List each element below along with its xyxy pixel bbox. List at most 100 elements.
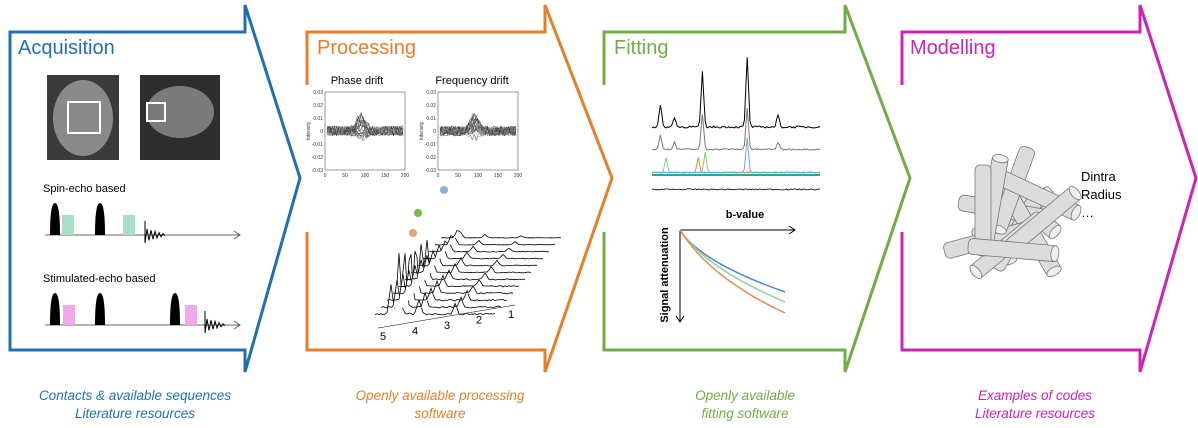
peak-marker	[440, 186, 448, 194]
tick-label: 0.01	[313, 116, 323, 122]
drift-trace	[439, 125, 517, 137]
decay-curve	[679, 229, 786, 314]
tick-label: 0.01	[426, 116, 436, 122]
cylinder-end	[1070, 204, 1082, 221]
rf-pulse	[170, 293, 180, 325]
spectrum-trace	[651, 152, 821, 174]
drift-plots: 0.030.020.010-0.01-0.02-0.030 50 100 150 200…	[306, 90, 522, 179]
time-axis	[45, 230, 241, 240]
tick-label: -0.02	[425, 155, 437, 161]
caption: Openly available	[695, 388, 795, 403]
spectrum-trace	[651, 188, 821, 191]
cylinder-end	[991, 154, 1009, 164]
panel-title: Modelling	[910, 37, 996, 59]
processing-arrow	[305, 4, 614, 373]
plot-frame	[324, 91, 406, 171]
tick-label: -0.03	[312, 168, 324, 174]
drift-trace	[326, 119, 404, 136]
axis-label: Intensity	[306, 121, 312, 140]
cylinder	[967, 238, 1060, 263]
tick-label: 100	[474, 173, 483, 179]
brain	[53, 80, 113, 156]
spectrum	[374, 253, 496, 316]
echo	[204, 311, 226, 334]
sequence-label: Spin-echo based	[43, 183, 126, 195]
tick-label: 0.02	[313, 103, 323, 109]
parameter: Dintra	[1081, 169, 1116, 184]
tick-label: 50	[342, 173, 348, 179]
caption: Literature resources	[975, 406, 1095, 421]
brain	[146, 86, 214, 138]
tick-label: 0.02	[426, 103, 436, 109]
voxel	[146, 102, 166, 122]
fit-spectra	[651, 57, 821, 191]
tick-label: 50	[455, 173, 461, 179]
voxel	[67, 101, 101, 134]
panel-title: Acquisition	[18, 37, 115, 59]
rf-pulse	[50, 293, 60, 325]
tick-label: 100	[361, 173, 370, 179]
spectrum-trace	[651, 107, 821, 151]
tick-label: 0	[324, 173, 327, 179]
tick-label: 0	[320, 129, 323, 135]
tick-label: -0.01	[425, 142, 437, 148]
cylinder-end	[969, 264, 983, 280]
rf-pulse	[50, 203, 60, 235]
acquisition-arrow	[8, 4, 302, 373]
modelling-arrow	[900, 4, 1198, 373]
tick-label: -0.02	[312, 155, 324, 161]
spectrum-trace	[651, 137, 821, 174]
tick-label: 150	[494, 173, 503, 179]
cylinder-end	[1048, 224, 1062, 240]
spectrum-trace	[651, 57, 821, 129]
tick-label: 150	[381, 173, 390, 179]
peak-marker	[409, 229, 417, 237]
axis-label: Intensity	[419, 121, 425, 140]
decay-curve	[679, 229, 786, 303]
spectrum	[404, 240, 526, 281]
rf-pulse	[95, 203, 105, 235]
parameter: …	[1081, 205, 1094, 220]
panel-title: Fitting	[614, 37, 668, 59]
drift-trace	[326, 113, 404, 137]
gradient	[123, 215, 135, 235]
tick-label: 1	[508, 309, 514, 321]
plot-title: Phase drift	[331, 75, 384, 87]
sequence-label: Stimulated-echo based	[43, 273, 156, 285]
tick-label: 0	[433, 129, 436, 135]
pulse-sequences	[45, 203, 241, 334]
caption: Openly available processing	[356, 388, 525, 403]
tick-label: 2	[476, 315, 482, 327]
tick-label: 5	[380, 331, 386, 343]
tick-label: 0.03	[313, 90, 323, 96]
caption: Literature resources	[75, 406, 195, 421]
spectrum	[428, 240, 550, 253]
drift-trace	[439, 113, 517, 137]
tick-label: 200	[514, 173, 523, 179]
drift-trace	[326, 126, 404, 136]
cylinder-end	[1050, 245, 1060, 263]
echo	[144, 221, 166, 244]
drift-trace	[439, 121, 517, 137]
spectrum-trace	[651, 157, 821, 174]
caption: fitting software	[701, 406, 788, 421]
tick-label: 0	[437, 173, 440, 179]
time-axis	[45, 320, 241, 330]
cylinder-end	[1068, 185, 1082, 201]
tick-label: -0.01	[312, 142, 324, 148]
tick-label: 3	[444, 320, 450, 332]
parameter: Radius	[1081, 187, 1122, 202]
caption: software	[414, 406, 465, 421]
rf-pulse	[95, 293, 105, 325]
plot-frame	[437, 91, 519, 171]
panel-title: Processing	[317, 37, 416, 59]
axis-label: b-value	[726, 209, 765, 221]
caption: Contacts & available sequences	[39, 388, 231, 403]
drift-trace	[326, 125, 404, 137]
peak-marker	[414, 209, 422, 217]
axis	[377, 304, 516, 329]
tick-label: 200	[401, 173, 410, 179]
axes	[675, 225, 796, 323]
spectrum	[440, 230, 562, 239]
